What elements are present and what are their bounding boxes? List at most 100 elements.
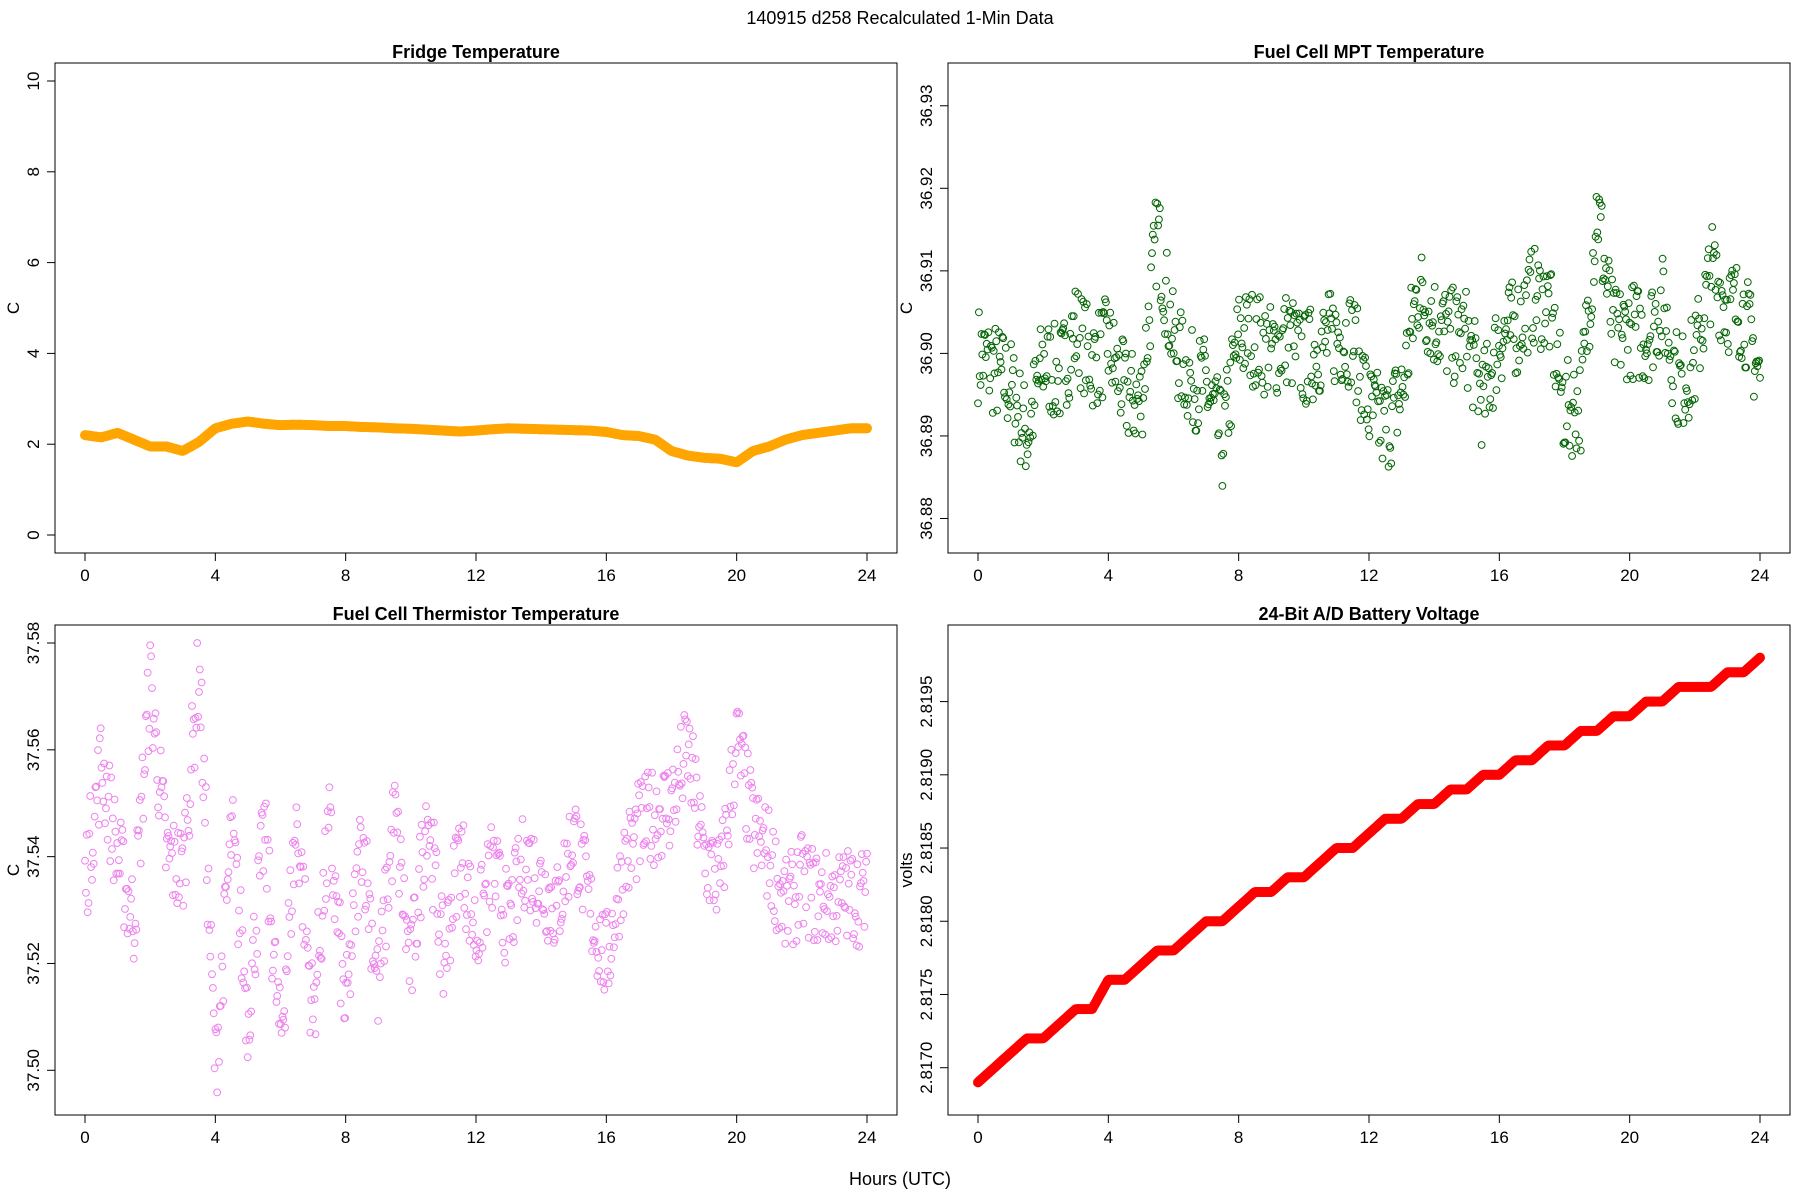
- data-point: [1192, 426, 1201, 435]
- data-point: [332, 892, 341, 901]
- data-point: [1149, 221, 1158, 230]
- data-point: [1291, 352, 1300, 361]
- data-point: [1133, 395, 1142, 403]
- data-point: [1225, 420, 1234, 429]
- data-point: [392, 809, 401, 817]
- data-point: [202, 876, 211, 884]
- data-point: [202, 783, 210, 791]
- data-point: [516, 855, 525, 864]
- data-point: [658, 814, 667, 823]
- data-point: [1403, 370, 1412, 379]
- data-point: [1644, 376, 1653, 385]
- data-point: [554, 877, 563, 886]
- data-point: [443, 964, 451, 972]
- data-point: [242, 1036, 250, 1045]
- data-point: [1202, 377, 1211, 386]
- data-point: [307, 996, 316, 1004]
- data-point: [1033, 371, 1042, 380]
- data-point: [303, 943, 312, 952]
- data-point: [454, 836, 463, 845]
- data-point: [1144, 302, 1153, 311]
- data-point: [1088, 351, 1096, 359]
- data-point: [1307, 372, 1316, 381]
- data-point: [512, 857, 521, 866]
- data-point: [290, 836, 299, 845]
- data-point: [1625, 318, 1634, 327]
- data-point: [317, 954, 326, 963]
- data-point: [1055, 409, 1064, 418]
- data-point: [426, 836, 435, 845]
- data-point: [1106, 308, 1115, 317]
- data-point: [1321, 337, 1329, 346]
- data-point: [382, 942, 390, 951]
- data-point: [444, 896, 453, 904]
- data-point: [1342, 319, 1350, 327]
- data-point: [302, 927, 311, 936]
- data-point: [1547, 270, 1556, 279]
- data-point: [1392, 370, 1401, 378]
- data-point: [1695, 314, 1703, 323]
- data-point: [1699, 344, 1708, 353]
- data-point: [468, 930, 477, 939]
- data-point: [1666, 352, 1675, 361]
- data-point: [309, 983, 318, 991]
- data-point: [429, 818, 438, 827]
- data-point: [1222, 393, 1230, 402]
- data-point: [756, 816, 764, 825]
- data-point: [810, 927, 819, 936]
- data-point: [1557, 383, 1566, 392]
- data-point: [94, 746, 102, 754]
- data-point: [442, 951, 450, 960]
- data-point: [1706, 320, 1715, 329]
- data-point: [177, 847, 186, 856]
- data-point: [604, 979, 613, 988]
- data-point: [419, 883, 428, 891]
- data-point: [1255, 293, 1264, 302]
- data-point: [150, 729, 159, 738]
- panel-title: 24-Bit A/D Battery Voltage: [1258, 604, 1479, 624]
- panel-battery: 24-Bit A/D Battery Voltage volts 0 4 8 12 16…: [897, 604, 1791, 1147]
- data-point: [762, 846, 770, 854]
- data-point: [532, 919, 541, 927]
- data-point: [678, 794, 687, 803]
- data-point: [1395, 400, 1403, 408]
- data-point: [217, 952, 226, 961]
- data-point: [1439, 297, 1448, 306]
- data-point: [1371, 382, 1380, 391]
- data-point: [677, 779, 686, 788]
- data-point: [844, 879, 853, 888]
- x-tick-label: 0: [973, 566, 982, 585]
- data-point: [179, 901, 188, 910]
- data-point: [85, 829, 94, 838]
- data-point: [1391, 366, 1400, 375]
- data-point: [425, 842, 434, 850]
- data-point: [470, 896, 479, 904]
- data-point: [1170, 326, 1179, 334]
- data-point: [860, 922, 869, 931]
- data-point: [1332, 318, 1341, 327]
- data-point: [1726, 295, 1735, 304]
- x-tick-label: 4: [1104, 566, 1113, 585]
- data-point: [346, 990, 355, 999]
- data-point: [750, 831, 759, 839]
- data-point: [1146, 342, 1155, 351]
- data-point: [1202, 366, 1210, 375]
- data-point: [1334, 328, 1342, 337]
- data-point: [807, 893, 816, 902]
- data-point: [679, 760, 688, 768]
- data-point: [186, 800, 195, 808]
- data-point: [1264, 363, 1273, 372]
- y-tick-label: 10: [24, 72, 43, 91]
- data-point: [1062, 377, 1070, 386]
- data-point: [156, 746, 165, 755]
- data-point: [273, 992, 282, 1000]
- data-point: [336, 898, 344, 907]
- data-point: [1043, 332, 1052, 341]
- data-point: [1273, 388, 1282, 397]
- data-point: [218, 962, 227, 971]
- data-point: [1551, 382, 1560, 391]
- data-point: [1740, 340, 1749, 349]
- data-point: [594, 953, 603, 962]
- data-point: [1554, 373, 1563, 382]
- data-point: [1164, 342, 1173, 351]
